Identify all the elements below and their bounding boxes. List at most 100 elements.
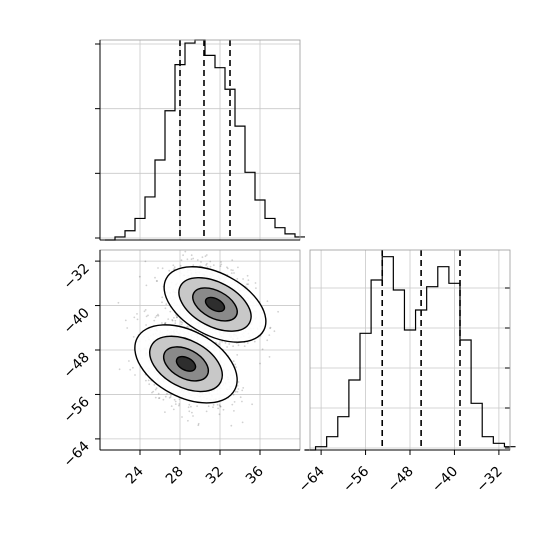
scatter-point (178, 398, 181, 401)
scatter-point (154, 396, 157, 399)
scatter-point (255, 287, 257, 289)
scatter-point (209, 265, 212, 268)
scatter-point (170, 405, 173, 407)
scatter-point (169, 310, 172, 313)
scatter-point (261, 348, 264, 351)
contour-level (175, 355, 197, 372)
scatter-point (230, 269, 233, 271)
scatter-point (268, 356, 271, 358)
scatter-point (166, 392, 168, 395)
scatter-point (206, 262, 208, 265)
scatter-point (182, 254, 185, 257)
scatter-point (154, 276, 156, 279)
scatter-point (192, 264, 195, 266)
scatter-point (216, 403, 219, 406)
scatter-point (176, 316, 178, 319)
scatter-point (204, 255, 207, 258)
scatter-point (247, 283, 250, 286)
scatter-point (241, 389, 244, 392)
scatter-point (184, 250, 187, 253)
scatter-point (164, 322, 166, 324)
scatter-point (219, 405, 222, 408)
scatter-point (196, 405, 199, 407)
scatter-point (181, 416, 183, 418)
scatter-point (232, 393, 235, 396)
scatter-point (233, 272, 235, 274)
scatter-point (138, 275, 141, 278)
scatter-point (181, 321, 184, 324)
scatter-point (126, 327, 129, 329)
scatter-point (269, 327, 271, 330)
scatter-point (218, 343, 220, 346)
scatter-point (253, 340, 256, 343)
scatter-point (161, 296, 164, 299)
scatter-point (237, 388, 240, 390)
scatter-point (173, 266, 176, 269)
scatter-point (188, 403, 191, 406)
scatter-point (143, 310, 146, 313)
scatter-point (197, 424, 200, 427)
scatter-point (167, 318, 170, 320)
scatter-point (170, 394, 172, 396)
scatter-point (231, 403, 234, 406)
scatter-point (212, 406, 214, 409)
scatter-point (136, 318, 139, 321)
scatter-point (145, 284, 148, 287)
scatter-point (235, 366, 237, 368)
scatter-point (164, 411, 166, 413)
histogram-step (304, 256, 516, 451)
scatter-point (234, 363, 237, 366)
histogram-step (105, 39, 305, 241)
scatter-point (156, 280, 159, 282)
scatter-point (145, 315, 148, 318)
scatter-point (180, 259, 183, 262)
scatter-point (190, 254, 193, 257)
scatter-point (161, 322, 163, 324)
scatter-point (176, 316, 178, 318)
scatter-point (237, 381, 240, 383)
scatter-point (192, 415, 194, 417)
scatter-point (246, 274, 249, 277)
scatter-point (221, 340, 224, 343)
scatter-point (172, 264, 175, 267)
scatter-point (232, 269, 234, 272)
scatter-point (180, 320, 183, 323)
scatter-point (187, 419, 189, 422)
scatter-point (136, 313, 138, 315)
scatter-point (234, 390, 237, 393)
scatter-point (157, 392, 160, 395)
scatter-point (259, 362, 261, 365)
scatter-point (147, 314, 149, 317)
scatter-point (206, 266, 209, 268)
scatter-point (219, 405, 222, 408)
scatter-point (154, 316, 157, 319)
scatter-point (173, 316, 175, 319)
scatter-point (155, 280, 158, 282)
scatter-point (251, 403, 254, 406)
scatter-point (218, 404, 221, 407)
scatter-point (246, 283, 248, 286)
scatter-point (174, 319, 177, 322)
scatter-point (155, 387, 158, 389)
scatter-point (220, 263, 223, 266)
contour-cluster-1 (163, 266, 267, 343)
marginal-histogram-y: −64 −56 −48 −40 −32 (296, 249, 516, 496)
scatter-point (129, 368, 132, 371)
scatter-point (228, 343, 231, 345)
scatter-point (222, 408, 225, 411)
scatter-point (197, 422, 200, 425)
scatter-point (162, 398, 165, 401)
scatter-point (220, 261, 222, 263)
scatter-point (242, 278, 245, 280)
joint-density-panel: 24 28 32 36−32−40−48−56−64 (61, 249, 301, 487)
scatter-point (178, 403, 181, 405)
scatter-point (266, 300, 269, 303)
scatter-point (180, 323, 183, 326)
scatter-point (209, 260, 212, 263)
scatter-point (133, 316, 136, 319)
scatter-point (152, 390, 155, 393)
scatter-point (158, 397, 161, 399)
scatter-point (169, 396, 172, 398)
scatter-point (153, 319, 156, 322)
scatter-point (172, 408, 175, 411)
